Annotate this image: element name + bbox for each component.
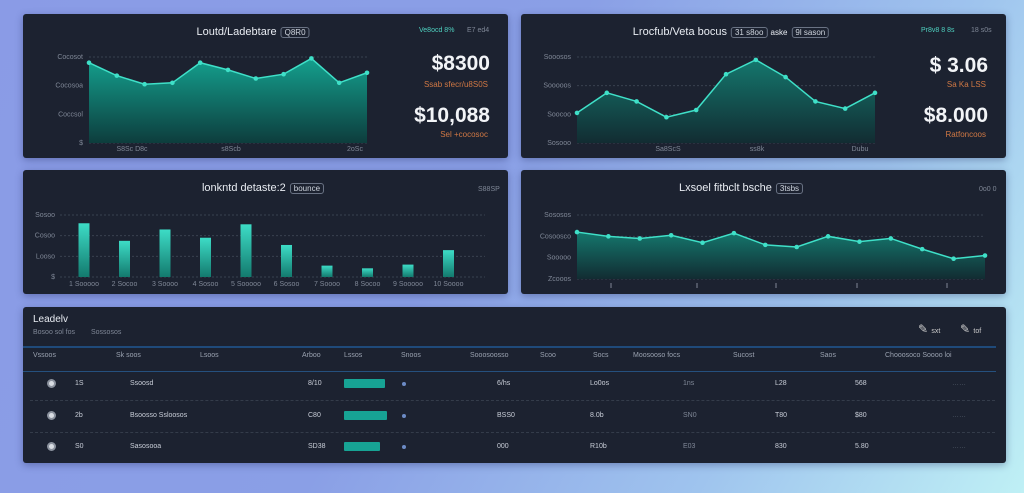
export-icon[interactable]: ✎ tof [960,322,982,336]
row-divider [30,400,995,401]
value-cell: 6/hs [497,380,511,387]
column-header[interactable]: Sooosoosso [470,352,509,359]
legend-label: Pr8v8 8 8s [921,27,955,34]
rank-cell: 1S [75,380,84,387]
status-dot [402,382,406,386]
panel-title: lonkntd detaste:2 bounce [201,182,325,194]
amount-cell: SD38 [308,443,326,450]
chip-separator-text: aske [770,28,788,37]
divider [23,346,996,348]
sparkline-placeholder: …… [952,443,966,450]
value-cell: 000 [497,443,509,450]
column-header[interactable]: Chooosoco Soooo loi [885,352,952,359]
title-text: Lrocfub/Veta bocus [632,26,727,38]
rank-cell: 2b [75,412,83,419]
panel-action[interactable]: 0o0 0 [979,186,997,193]
value-cell: SN0 [683,412,697,419]
value-cell: 568 [855,380,867,387]
stat-value: $10,088 [414,104,490,127]
column-header[interactable]: Scoo [540,352,556,359]
column-header[interactable]: Sk soos [116,352,141,359]
sparkline-placeholder: …… [952,380,966,387]
action-label: tof [973,328,982,335]
title-text: Loutd/Ladebtare [196,26,277,38]
status-dot [402,414,406,418]
bonus-area-panel: Lrocfub/Veta bocus 31 s8oo aske 9l sason P… [521,14,1006,158]
column-header[interactable]: Lsoos [200,352,219,359]
table-title: Leadelv [33,314,69,325]
column-header[interactable]: Sucost [733,352,755,359]
column-header[interactable]: Lssos [344,352,363,359]
table-subtitle: Bosoo sol fos [33,329,76,336]
value-cell: BSS0 [497,412,515,419]
filter-chip[interactable]: 3tsbs [775,183,804,194]
column-header[interactable]: Vssoos [33,352,56,359]
title-text: Lxsoel fitbclt bsche [678,182,772,194]
column-header[interactable]: Arboo [302,352,321,359]
stat-value: $8300 [431,52,490,75]
legend-label: 18 s0s [971,27,992,34]
panel-title: Lrocfub/Veta bocus 31 s8oo aske 9l sason [632,26,830,38]
legend-label: E7 ed4 [467,27,490,34]
sparkline-placeholder: …… [952,412,966,419]
value-cell: L28 [775,380,787,387]
value-cell: R10b [590,443,607,450]
stat-label: Sel +cocosoc [440,130,488,139]
column-header[interactable]: Socs [593,352,609,359]
value-cell: 830 [775,443,787,450]
filter-chip[interactable]: Q8R0 [280,27,310,38]
legend-label: Ve8ocd 8% [419,27,455,34]
rank-cell: S0 [75,443,84,450]
avatar [47,379,56,388]
column-header[interactable]: Saos [820,352,836,359]
stat-label: Ssab sfecr/u8S0S [423,80,488,89]
column-header[interactable]: Moosooso focs [633,352,681,359]
avatar [47,411,56,420]
value-cell: $80 [855,412,867,419]
column-header[interactable]: Snoos [401,352,421,359]
row-divider [30,432,995,433]
amount-cell: C80 [308,412,321,419]
action-label: sxt [931,328,941,335]
value-cell: Lo0os [590,380,610,387]
stat-value: $8.000 [923,104,988,127]
filter-chip[interactable]: 9l sason [791,27,830,38]
trend-area-panel: Lxsoel fitbclt bsche 3tsbs 0o0 0 [521,170,1006,294]
progress-bar [344,411,388,420]
name-cell: Ssoosd [130,380,154,387]
filter-chip[interactable]: bounce [289,183,325,194]
amount-cell: 8/10 [308,380,322,387]
progress-bar [344,379,385,388]
value-cell: E03 [683,443,696,450]
avatar [47,442,56,451]
panel-title: Loutd/Ladebtare Q8R0 [196,26,310,38]
edit-icon[interactable]: ✎ sxt [918,322,941,336]
bar-chart-panel: lonkntd detaste:2 bounce S88SP [23,170,508,294]
stat-label: Sa Ka LSS [946,80,986,89]
value-cell: 5.80 [855,443,869,450]
value-cell: 1ns [683,380,695,387]
leaderboard-panel: Leadelv Bosoo sol fos Sossosos ✎ sxt ✎ t… [23,307,1006,463]
filter-chip[interactable]: 31 s8oo [730,27,768,38]
name-cell: Bsoosso Ssloosos [130,412,188,419]
value-cell: 8.0b [590,412,604,419]
value-cell: T80 [775,412,788,419]
panel-action[interactable]: S88SP [478,186,500,193]
title-text: lonkntd detaste:2 [201,182,286,194]
name-cell: Sasosooa [130,443,162,450]
table-subtitle: Sossosos [91,329,122,336]
revenue-area-panel: Loutd/Ladebtare Q8R0 Ve8ocd 8% E7 ed4 $83… [23,14,508,158]
status-dot [402,445,406,449]
stat-label: Ratfoncoos [945,130,986,139]
panel-title: Lxsoel fitbclt bsche 3tsbs [678,182,804,194]
progress-bar [344,442,380,451]
stat-value: $ 3.06 [929,54,988,77]
divider [23,371,996,372]
